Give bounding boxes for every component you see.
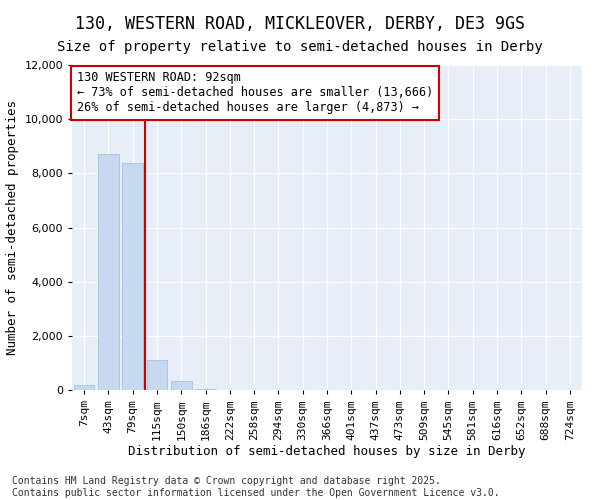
Bar xyxy=(74,384,94,390)
Y-axis label: Number of semi-detached properties: Number of semi-detached properties xyxy=(6,100,19,355)
Bar xyxy=(98,154,119,390)
Bar xyxy=(146,360,167,390)
X-axis label: Distribution of semi-detached houses by size in Derby: Distribution of semi-detached houses by … xyxy=(128,445,526,458)
Bar xyxy=(195,388,216,390)
Bar xyxy=(122,162,143,390)
Text: 130 WESTERN ROAD: 92sqm
← 73% of semi-detached houses are smaller (13,666)
26% o: 130 WESTERN ROAD: 92sqm ← 73% of semi-de… xyxy=(77,72,433,114)
Bar xyxy=(171,380,191,390)
Text: Contains HM Land Registry data © Crown copyright and database right 2025.
Contai: Contains HM Land Registry data © Crown c… xyxy=(12,476,500,498)
Text: Size of property relative to semi-detached houses in Derby: Size of property relative to semi-detach… xyxy=(57,40,543,54)
Text: 130, WESTERN ROAD, MICKLEOVER, DERBY, DE3 9GS: 130, WESTERN ROAD, MICKLEOVER, DERBY, DE… xyxy=(75,15,525,33)
